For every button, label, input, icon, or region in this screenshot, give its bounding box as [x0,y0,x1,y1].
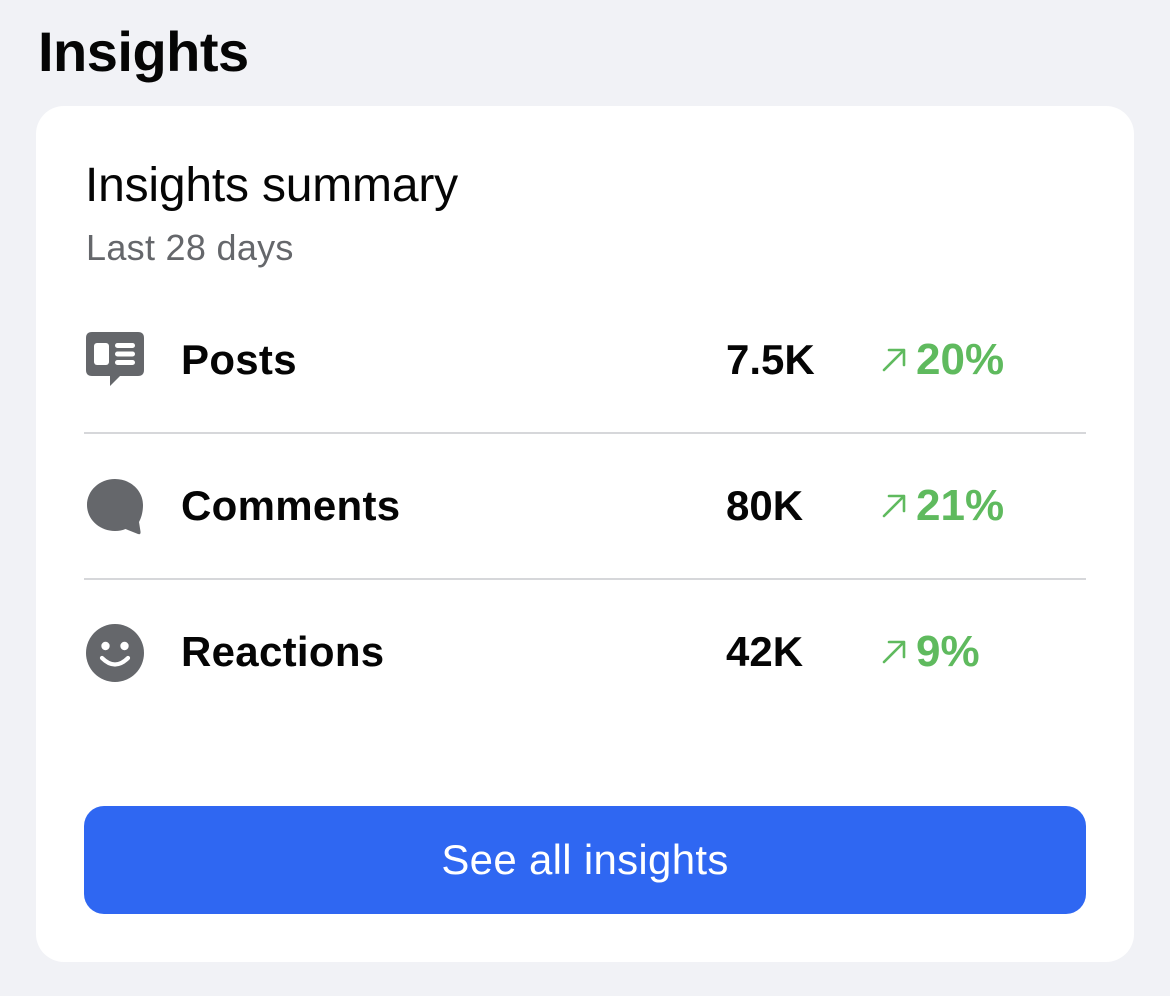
metric-label: Posts [181,336,297,383]
metric-list: Posts 7.5K 20% Comments 80K [84,288,1086,726]
comment-bubble-icon [84,476,146,538]
metric-change-value: 9% [916,627,980,676]
insights-summary-card: Insights summary Last 28 days Posts 7.5K [36,106,1134,962]
metric-value: 80K [726,482,804,529]
smiley-face-icon [84,622,146,684]
arrow-up-right-icon [878,636,910,668]
metric-row-comments: Comments 80K 21% [84,434,1086,580]
metric-change: 21% [878,478,1004,534]
date-range-label: Last 28 days [86,227,294,268]
metric-label: Reactions [181,628,385,675]
posts-icon [84,330,146,392]
metric-row-reactions: Reactions 42K 9% [84,580,1086,726]
metric-row-posts: Posts 7.5K 20% [84,288,1086,434]
metric-change: 20% [878,332,1004,388]
see-all-insights-button[interactable]: See all insights [84,806,1086,914]
metric-change-value: 21% [916,481,1005,530]
metric-value: 42K [726,628,804,675]
arrow-up-right-icon [878,344,910,376]
metric-value: 7.5K [726,336,815,383]
metric-label: Comments [181,482,401,529]
metric-change-value: 20% [916,335,1005,384]
card-title: Insights summary [85,159,458,212]
arrow-up-right-icon [878,490,910,522]
page-title: Insights [38,20,249,83]
metric-change: 9% [878,624,980,680]
